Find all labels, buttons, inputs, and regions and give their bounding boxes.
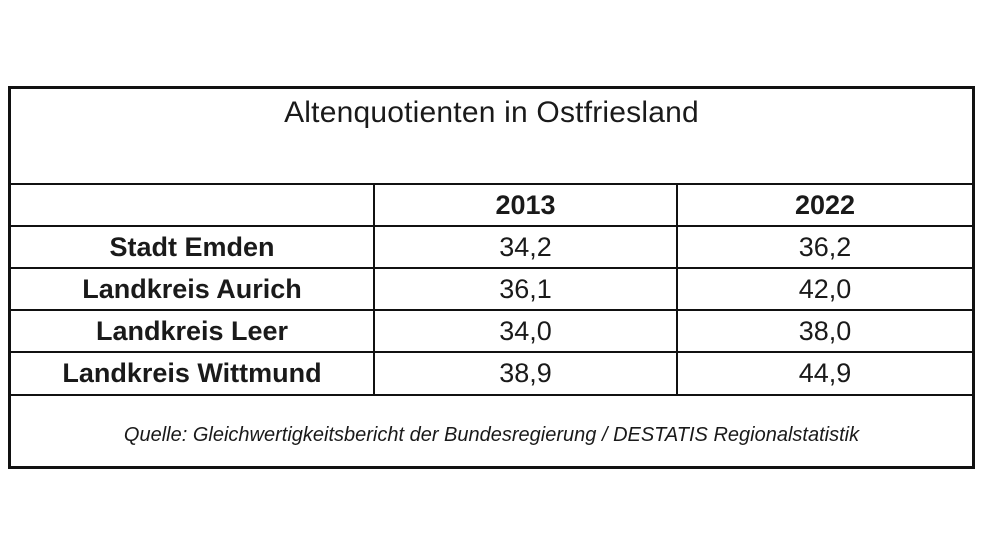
- table-cell: 36,2: [798, 232, 852, 262]
- row-label: Landkreis Wittmund: [62, 358, 322, 388]
- table-frame: Altenquotienten in Ostfriesland 2013 202…: [8, 86, 975, 469]
- row-label: Stadt Emden: [109, 232, 275, 262]
- table-cell: 36,1: [499, 274, 552, 304]
- column-divider: [676, 183, 678, 396]
- source-note: Quelle: Gleichwertigkeitsbericht der Bun…: [123, 424, 860, 446]
- table-cell: 42,0: [798, 274, 852, 304]
- divider: [11, 267, 972, 269]
- table-cell: 34,0: [499, 316, 552, 346]
- divider: [11, 183, 972, 185]
- divider: [11, 351, 972, 353]
- table-cell: 38,9: [499, 358, 552, 388]
- column-header-2013: 2013: [495, 190, 556, 220]
- divider: [11, 309, 972, 311]
- divider: [11, 225, 972, 227]
- table-cell: 44,9: [798, 358, 852, 388]
- column-header-2022: 2022: [794, 190, 856, 220]
- row-label: Landkreis Aurich: [82, 274, 302, 304]
- row-label: Landkreis Leer: [95, 316, 289, 346]
- table-cell: 38,0: [798, 316, 852, 346]
- table-title: Altenquotienten in Ostfriesland: [284, 96, 699, 129]
- table-cell: 34,2: [499, 232, 552, 262]
- column-divider: [373, 183, 375, 396]
- divider: [11, 394, 972, 396]
